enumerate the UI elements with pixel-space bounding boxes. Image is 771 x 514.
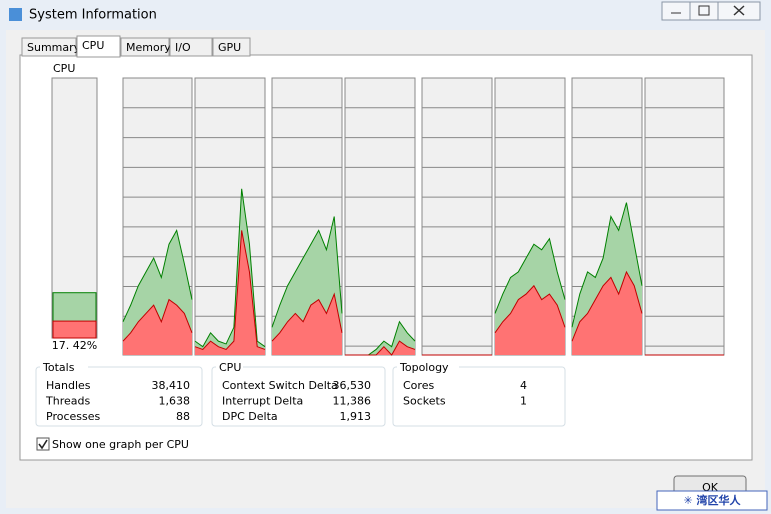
tab[interactable] <box>169 37 213 57</box>
graph-area-kernel <box>345 341 415 355</box>
group-box <box>211 366 386 427</box>
cpu-meter-value: 17. 42% <box>52 339 97 352</box>
cpu-graph-bg <box>344 77 416 356</box>
graph-line-kernel <box>494 284 566 334</box>
graph-area-kernel <box>123 299 192 355</box>
graph-line-kernel <box>345 340 416 356</box>
checkbox[interactable] <box>36 437 50 451</box>
stat-value: 36,530 <box>333 379 372 392</box>
stat-label: Handles <box>46 379 91 392</box>
cpu-meter-label: CPU <box>53 62 75 75</box>
tab[interactable] <box>120 37 170 57</box>
tab[interactable] <box>21 37 77 57</box>
tab-label[interactable]: GPU <box>218 41 241 54</box>
tab-label[interactable]: I/O <box>175 41 191 54</box>
cpu-graph-bg <box>644 77 725 356</box>
maximize-button[interactable] <box>689 1 719 21</box>
stat-label: Threads <box>45 395 90 408</box>
stat-label: Interrupt Delta <box>222 395 303 408</box>
group-title: Topology <box>399 361 449 374</box>
cpu-meter-kernel <box>52 320 97 339</box>
tab-label[interactable]: Memory <box>126 41 171 54</box>
stat-value: 1,913 <box>340 410 372 423</box>
window-title: System Information <box>29 8 157 23</box>
graph-area-kernel <box>572 271 642 355</box>
tab[interactable] <box>76 35 121 58</box>
app-icon <box>9 8 22 21</box>
checkbox-check <box>38 439 48 450</box>
graph-line-total <box>271 216 343 328</box>
group-title-bg <box>216 362 243 374</box>
watermark-box <box>656 490 768 511</box>
group-title: CPU <box>219 361 241 374</box>
graph-line-kernel <box>271 292 343 342</box>
graph-area-kernel <box>495 285 565 355</box>
stat-value: 4 <box>520 379 527 392</box>
stat-value: 38,410 <box>152 379 191 392</box>
graph-line-kernel <box>122 298 193 342</box>
stat-label: Context Switch Delta <box>222 379 338 392</box>
stat-value: 1,638 <box>159 395 191 408</box>
graph-line-total <box>194 188 266 348</box>
tab-label[interactable]: Summary <box>27 41 81 54</box>
graph-line-kernel <box>571 270 643 342</box>
tab-label[interactable]: CPU <box>82 39 104 52</box>
maximize-icon <box>698 5 710 16</box>
stat-value: 88 <box>176 410 190 423</box>
stat-value: 1 <box>520 395 527 408</box>
close-icon <box>733 5 745 16</box>
stat-label: DPC Delta <box>222 410 278 423</box>
stat-label: Sockets <box>403 395 446 408</box>
tab[interactable] <box>212 37 251 57</box>
stat-label: Processes <box>46 410 100 423</box>
stat-value: 11,386 <box>333 395 372 408</box>
watermark: ✳ 湾区华人 <box>683 493 741 507</box>
group-title-bg <box>397 362 459 374</box>
stat-label: Cores <box>403 379 434 392</box>
group-title-bg <box>40 362 88 374</box>
graph-line-total <box>571 202 643 328</box>
graph-area-kernel <box>272 294 342 355</box>
group-box <box>35 366 203 427</box>
checkbox-label[interactable]: Show one graph per CPU <box>52 438 189 451</box>
graph-line-total <box>122 228 193 322</box>
minimize-button[interactable] <box>661 1 691 21</box>
graph-line-total <box>494 237 566 314</box>
group-box <box>392 366 566 427</box>
cpu-graph-bg <box>421 77 493 356</box>
group-title: Totals <box>42 361 75 374</box>
graph-line-kernel <box>194 230 266 351</box>
